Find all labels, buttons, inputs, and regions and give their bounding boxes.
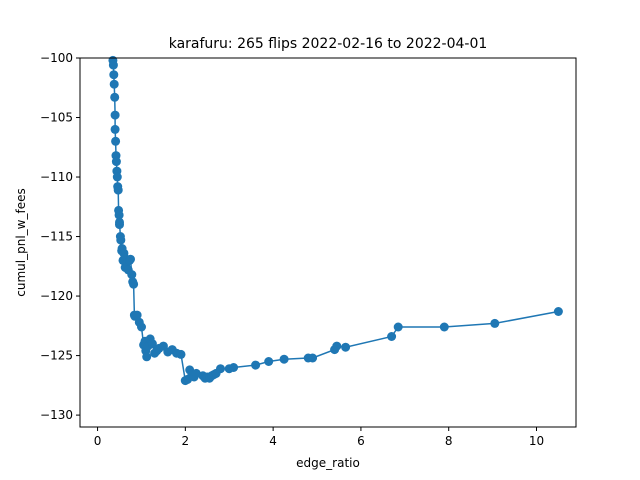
data-point xyxy=(109,70,119,80)
data-point xyxy=(279,354,289,364)
data-point xyxy=(116,235,126,245)
data-point xyxy=(127,270,137,280)
y-tick-label: −115 xyxy=(40,230,73,244)
y-tick-label: −105 xyxy=(40,111,73,125)
data-point xyxy=(308,353,318,363)
data-point xyxy=(393,322,403,332)
axes-frame xyxy=(79,57,577,428)
data-point xyxy=(111,157,121,167)
data-point xyxy=(332,341,342,351)
data-point xyxy=(113,185,123,195)
data-point xyxy=(129,279,139,289)
x-tick-label: 2 xyxy=(182,434,190,448)
data-point xyxy=(115,217,124,227)
y-tick-label: −100 xyxy=(40,51,73,65)
y-tick-label: −120 xyxy=(40,289,73,303)
data-point xyxy=(137,322,146,332)
data-point xyxy=(341,342,351,352)
data-point xyxy=(132,310,142,320)
x-axis-label: edge_ratio xyxy=(296,456,360,470)
chart-title: karafuru: 265 flips 2022-02-16 to 2022-0… xyxy=(169,36,488,52)
x-tick-label: 8 xyxy=(445,434,453,448)
data-point xyxy=(126,254,135,264)
x-tick-label: 10 xyxy=(529,434,544,448)
data-point xyxy=(108,60,118,70)
y-axis-ticks: −100 −105 −110 −115 −120 −125 −130 xyxy=(40,51,80,422)
data-point xyxy=(176,349,186,359)
data-point xyxy=(251,360,261,370)
y-tick-label: −110 xyxy=(40,170,73,184)
data-point xyxy=(387,332,397,341)
plot-area xyxy=(108,55,563,386)
data-point xyxy=(439,322,449,332)
data-point xyxy=(114,210,124,220)
data-point xyxy=(490,318,500,328)
data-point xyxy=(109,79,119,89)
data-point xyxy=(112,172,122,182)
y-tick-label: −130 xyxy=(40,408,73,422)
x-tick-label: 4 xyxy=(269,434,277,448)
data-point xyxy=(147,339,157,349)
data-point xyxy=(553,307,563,316)
data-point xyxy=(229,363,239,372)
data-point xyxy=(111,136,121,146)
data-point xyxy=(264,357,274,366)
data-point xyxy=(110,124,120,134)
data-point xyxy=(142,352,152,362)
x-tick-label: 6 xyxy=(357,434,365,448)
x-tick-label: 0 xyxy=(94,434,102,448)
x-axis-ticks: 0 2 4 6 8 10 xyxy=(94,427,544,448)
y-axis-label: cumul_pnl_w_fees xyxy=(14,188,28,296)
data-point xyxy=(110,110,120,120)
data-point xyxy=(110,92,120,102)
data-point xyxy=(216,364,225,374)
y-tick-label: −125 xyxy=(40,349,73,363)
